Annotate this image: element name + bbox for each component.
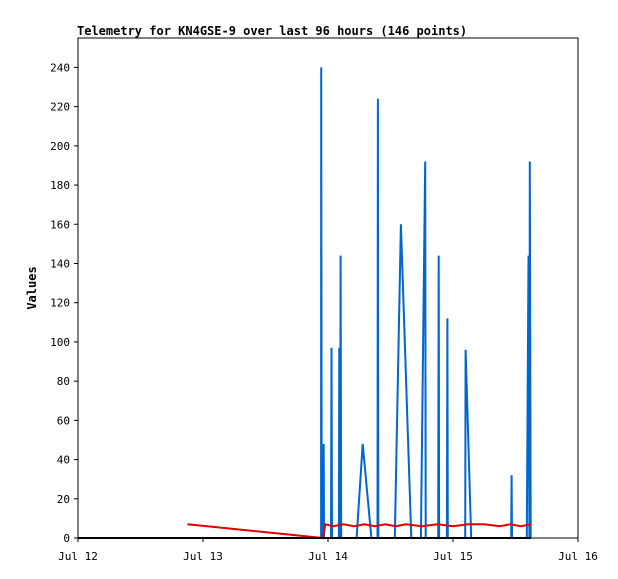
y-tick-label: 120	[50, 297, 70, 310]
y-tick-label: 80	[57, 375, 70, 388]
y-tick-label: 40	[57, 454, 70, 467]
y-tick-label: 20	[57, 493, 70, 506]
plot-frame	[77, 37, 579, 539]
y-tick-label: 180	[50, 179, 70, 192]
series-layer	[78, 67, 532, 540]
y-tick-label: 140	[50, 257, 70, 270]
x-axis: Jul 12 Jul 13 Jul 14 Jul 15 Jul 16	[58, 538, 598, 563]
y-axis-label: Values	[25, 266, 39, 309]
x-tick-label: Jul 13	[183, 550, 223, 563]
x-tick-label: Jul 12	[58, 550, 98, 563]
x-tick-label: Jul 16	[558, 550, 598, 563]
chart-title: Telemetry for KN4GSE-9 over last 96 hour…	[77, 24, 467, 38]
y-axis: 0 20 40 60 80 100 120 140 160 180 200 220 240	[50, 61, 78, 545]
x-tick-label: Jul 15	[433, 550, 473, 563]
y-tick-label: 0	[63, 532, 70, 545]
y-tick-label: 60	[57, 414, 70, 427]
y-tick-label: 100	[50, 336, 70, 349]
x-tick-label: Jul 14	[308, 550, 348, 563]
y-tick-label: 240	[50, 61, 70, 74]
series-line-1	[187, 67, 532, 539]
series-line-2	[187, 523, 532, 540]
y-tick-label: 200	[50, 140, 70, 153]
y-tick-label: 160	[50, 218, 70, 231]
y-tick-label: 220	[50, 101, 70, 114]
